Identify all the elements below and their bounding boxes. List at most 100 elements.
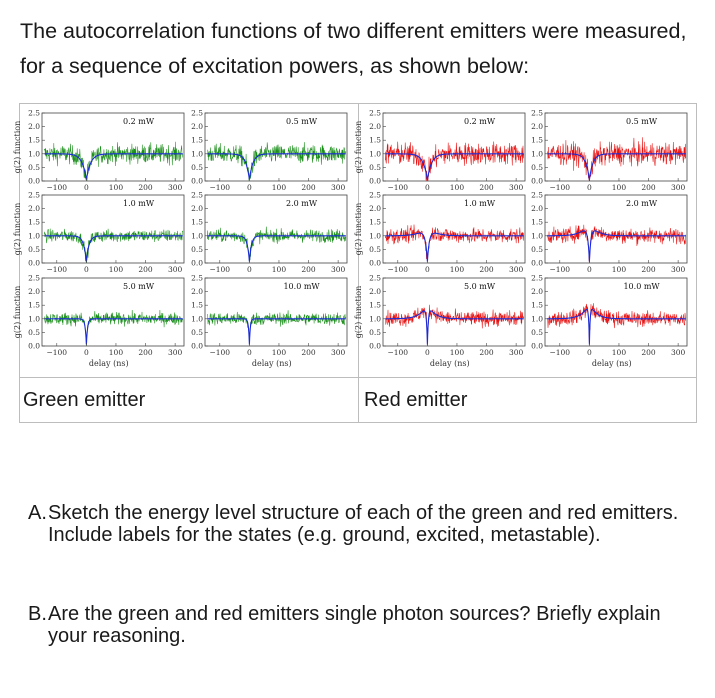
- y-tick-label: 0.5: [191, 163, 203, 172]
- fit-curve: [385, 153, 524, 180]
- y-tick-label: 0.0: [531, 342, 543, 351]
- x-tick-label: 200: [301, 265, 316, 274]
- panel-green-2.0mw: 0.0 0.5 1.0 1.5 2.0 2.5 −100 0 100 200 300 2.0 mW: [191, 191, 348, 274]
- problem-intro: The autocorrelation functions of two dif…: [20, 19, 687, 78]
- x-tick-label: 100: [109, 183, 124, 192]
- x-tick-label: 100: [450, 183, 465, 192]
- panel-title: 0.2 mW: [123, 117, 155, 126]
- plot-frame: [544, 194, 688, 264]
- y-tick-label: 0.5: [28, 245, 40, 254]
- y-tick-label: 1.0: [369, 149, 381, 158]
- y-tick-label: 2.0: [191, 204, 203, 213]
- y-tick-label: 2.0: [531, 204, 543, 213]
- x-tick-label: 100: [450, 265, 465, 274]
- plot-frame: [204, 277, 348, 347]
- x-tick-label: 100: [109, 265, 124, 274]
- green-emitter-charts: 0.0 0.5 1.0 1.5 2.0 2.5 −100 0 100 200 300 0.2 mW g(…: [13, 109, 348, 368]
- panel-red-2.0mw: 0.0 0.5 1.0 1.5 2.0 2.5 −100 0 100 200 300 2.0 mW: [531, 191, 688, 274]
- y-tick-label: 1.5: [191, 218, 203, 227]
- x-tick-label: −100: [387, 265, 408, 274]
- question-a: A. Sketch the energy level structure of …: [28, 502, 698, 546]
- x-axis-label: delay (ns): [89, 359, 129, 368]
- x-tick-label: 300: [331, 348, 346, 357]
- x-tick-label: 100: [612, 265, 627, 274]
- x-tick-label: 200: [138, 183, 153, 192]
- x-tick-label: 0: [84, 348, 89, 357]
- fit-curve: [385, 232, 524, 262]
- x-tick-label: 300: [168, 265, 183, 274]
- x-tick-label: 200: [479, 348, 494, 357]
- x-tick-label: 0: [587, 183, 592, 192]
- x-tick-label: −100: [549, 183, 570, 192]
- x-tick-label: 200: [301, 183, 316, 192]
- x-tick-label: 100: [272, 348, 287, 357]
- y-tick-label: 2.5: [369, 109, 381, 118]
- question-b: B. Are the green and red emitters single…: [28, 603, 698, 647]
- panel-red-10.0mw: 0.0 0.5 1.0 1.5 2.0 2.5 −100 0 100 200 300 10.0 mW d…: [531, 274, 688, 368]
- x-tick-label: 100: [612, 348, 627, 357]
- data-series-noise: [207, 310, 346, 343]
- x-tick-label: 0: [247, 348, 252, 357]
- y-tick-label: 0.5: [369, 328, 381, 337]
- fit-curve: [207, 153, 346, 180]
- y-axis-label: g(2) function: [13, 203, 22, 255]
- y-tick-label: 2.0: [191, 122, 203, 131]
- y-tick-label: 0.5: [531, 163, 543, 172]
- panel-green-0.5mw: 0.0 0.5 1.0 1.5 2.0 2.5 −100 0 100 200 300 0.5 mW: [191, 109, 348, 192]
- y-tick-label: 0.0: [369, 342, 381, 351]
- x-tick-label: 200: [641, 348, 656, 357]
- panel-green-0.2mw: 0.0 0.5 1.0 1.5 2.0 2.5 −100 0 100 200 300 0.2 mW g(…: [13, 109, 185, 192]
- y-tick-label: 2.5: [531, 191, 543, 200]
- y-tick-label: 2.5: [28, 109, 40, 118]
- x-axis-label: delay (ns): [252, 359, 292, 368]
- x-tick-label: −100: [387, 183, 408, 192]
- y-tick-label: 2.5: [191, 274, 203, 283]
- y-tick-label: 2.5: [28, 191, 40, 200]
- y-tick-label: 0.0: [28, 342, 40, 351]
- y-tick-label: 2.0: [531, 122, 543, 131]
- y-tick-label: 2.5: [531, 274, 543, 283]
- y-tick-label: 1.0: [191, 231, 203, 240]
- y-tick-label: 0.5: [369, 245, 381, 254]
- panel-title: 1.0 mW: [464, 199, 496, 208]
- x-axis-label: delay (ns): [430, 359, 470, 368]
- panel-green-5.0mw: 0.0 0.5 1.0 1.5 2.0 2.5 −100 0 100 200 300 5.0 mW de…: [13, 274, 185, 368]
- y-tick-label: 2.5: [369, 191, 381, 200]
- x-tick-label: 200: [641, 265, 656, 274]
- panel-title: 10.0 mW: [623, 282, 660, 291]
- x-tick-label: 0: [587, 348, 592, 357]
- plot-frame: [204, 194, 348, 264]
- x-tick-label: 300: [168, 183, 183, 192]
- y-tick-label: 1.5: [531, 301, 543, 310]
- y-tick-label: 1.5: [191, 301, 203, 310]
- y-tick-label: 0.5: [369, 163, 381, 172]
- x-tick-label: 100: [272, 265, 287, 274]
- y-tick-label: 1.0: [531, 231, 543, 240]
- x-tick-label: 0: [425, 183, 430, 192]
- x-tick-label: 100: [109, 348, 124, 357]
- panel-title: 1.0 mW: [123, 199, 155, 208]
- y-tick-label: 2.0: [28, 122, 40, 131]
- y-axis-label: g(2) function: [13, 286, 22, 338]
- y-tick-label: 1.5: [28, 301, 40, 310]
- fit-curve: [547, 230, 686, 262]
- question-a-label: A.: [28, 502, 47, 524]
- y-tick-label: 1.0: [531, 149, 543, 158]
- x-tick-label: 200: [138, 348, 153, 357]
- y-tick-label: 1.5: [531, 136, 543, 145]
- x-tick-label: 0: [587, 265, 592, 274]
- x-tick-label: −100: [387, 348, 408, 357]
- y-tick-label: 1.0: [191, 149, 203, 158]
- x-tick-label: 0: [84, 265, 89, 274]
- y-axis-label: g(2) function: [354, 286, 363, 338]
- x-tick-label: 0: [247, 265, 252, 274]
- y-tick-label: 0.5: [191, 328, 203, 337]
- y-tick-label: 0.0: [369, 177, 381, 186]
- y-tick-label: 0.0: [191, 259, 203, 268]
- y-tick-label: 2.0: [191, 287, 203, 296]
- y-tick-label: 0.0: [531, 177, 543, 186]
- y-tick-label: 1.0: [191, 314, 203, 323]
- y-tick-label: 0.0: [191, 177, 203, 186]
- y-tick-label: 0.5: [28, 163, 40, 172]
- panel-green-1.0mw: 0.0 0.5 1.0 1.5 2.0 2.5 −100 0 100 200 300 1.0 mW g(…: [13, 191, 185, 274]
